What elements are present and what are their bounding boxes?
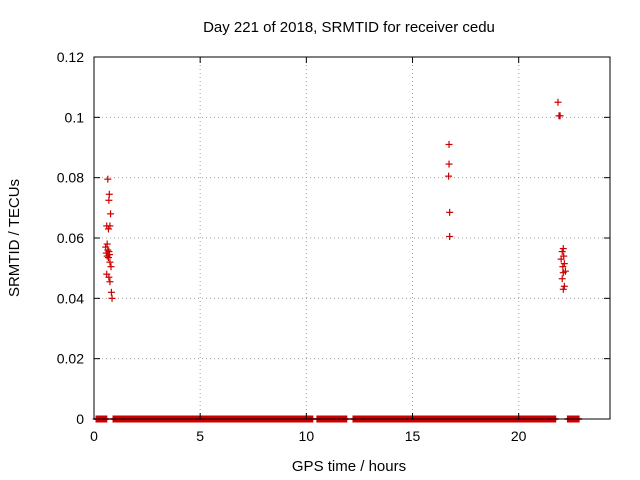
data-point — [446, 232, 454, 240]
data-point — [103, 252, 111, 260]
y-tick-label: 0.12 — [57, 49, 84, 65]
x-tick-label: 5 — [196, 428, 204, 444]
data-point — [559, 245, 567, 253]
y-tick-label: 0.06 — [57, 230, 84, 246]
data-point — [560, 282, 568, 290]
data-points — [102, 98, 569, 302]
data-point — [105, 196, 113, 204]
y-tick-label: 0.02 — [57, 351, 84, 367]
x-tick-label: 0 — [90, 428, 98, 444]
axis-ticks — [93, 56, 610, 420]
data-point — [107, 263, 115, 271]
data-point — [558, 275, 566, 283]
grid-lines — [94, 57, 610, 419]
data-point — [446, 208, 454, 216]
data-point — [106, 222, 114, 230]
data-point — [102, 249, 110, 257]
data-point — [108, 294, 116, 302]
data-point — [106, 258, 114, 266]
y-tick-label: 0.08 — [57, 170, 84, 186]
x-axis-title: GPS time / hours — [292, 458, 406, 475]
y-tick-label: 0.1 — [65, 109, 85, 125]
chart-title: Day 221 of 2018, SRMTID for receiver ced… — [203, 19, 495, 36]
data-point — [559, 285, 567, 293]
data-point — [104, 175, 112, 183]
y-axis-title: SRMTID / TECUs — [6, 179, 23, 297]
x-tick-labels: 0 5 10 15 20 — [90, 428, 527, 444]
y-tick-labels: 0 0.02 0.04 0.06 0.08 0.1 0.12 — [57, 49, 84, 427]
data-point — [559, 269, 567, 277]
x-tick-label: 15 — [405, 428, 421, 444]
data-point — [556, 112, 564, 120]
y-tick-label: 0.04 — [57, 290, 84, 306]
data-point — [104, 254, 112, 262]
data-point — [105, 190, 113, 198]
data-point — [106, 278, 114, 286]
data-point — [104, 246, 112, 254]
data-point — [558, 248, 566, 256]
x-tick-label: 20 — [511, 428, 527, 444]
data-point — [107, 288, 115, 296]
data-point — [445, 160, 453, 168]
data-point — [107, 210, 115, 218]
data-point — [445, 172, 453, 180]
data-point — [560, 260, 568, 268]
data-point — [104, 225, 112, 233]
data-point — [105, 273, 113, 281]
x-tick-label: 10 — [299, 428, 315, 444]
data-point — [557, 255, 565, 263]
data-point — [103, 240, 111, 248]
data-point — [554, 98, 562, 106]
data-point — [445, 140, 453, 148]
data-point — [559, 263, 567, 271]
y-tick-label: 0 — [76, 411, 84, 427]
